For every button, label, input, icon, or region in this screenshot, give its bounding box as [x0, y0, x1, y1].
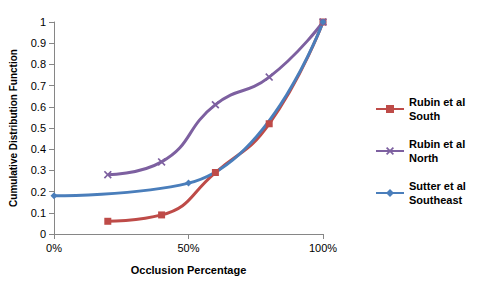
- svg-text:North: North: [409, 152, 439, 164]
- svg-text:0.6: 0.6: [31, 101, 46, 113]
- svg-text:0.4: 0.4: [31, 143, 46, 155]
- svg-text:South: South: [409, 110, 440, 122]
- svg-text:0.1: 0.1: [31, 207, 46, 219]
- svg-text:0.3: 0.3: [31, 164, 46, 176]
- svg-text:Rubin et al: Rubin et al: [409, 96, 468, 108]
- svg-text:1: 1: [40, 16, 46, 28]
- svg-text:Cumulative Distribution Functi: Cumulative Distribution Function: [8, 49, 19, 207]
- svg-text:0.5: 0.5: [31, 122, 46, 134]
- svg-text:0.8: 0.8: [31, 58, 46, 70]
- svg-text:100%: 100%: [309, 242, 337, 254]
- svg-text:50%: 50%: [177, 242, 199, 254]
- svg-text:Southeast: Southeast: [409, 194, 463, 206]
- svg-text:0%: 0%: [46, 242, 62, 254]
- svg-text:Sutter et al: Sutter et al: [409, 180, 469, 192]
- svg-text:0.7: 0.7: [31, 80, 46, 92]
- svg-text:0: 0: [40, 228, 46, 240]
- svg-text:Occlusion Percentage: Occlusion Percentage: [131, 264, 247, 276]
- svg-text:0.2: 0.2: [31, 186, 46, 198]
- svg-text:0.9: 0.9: [31, 37, 46, 49]
- svg-text:Rubin et al: Rubin et al: [409, 138, 468, 150]
